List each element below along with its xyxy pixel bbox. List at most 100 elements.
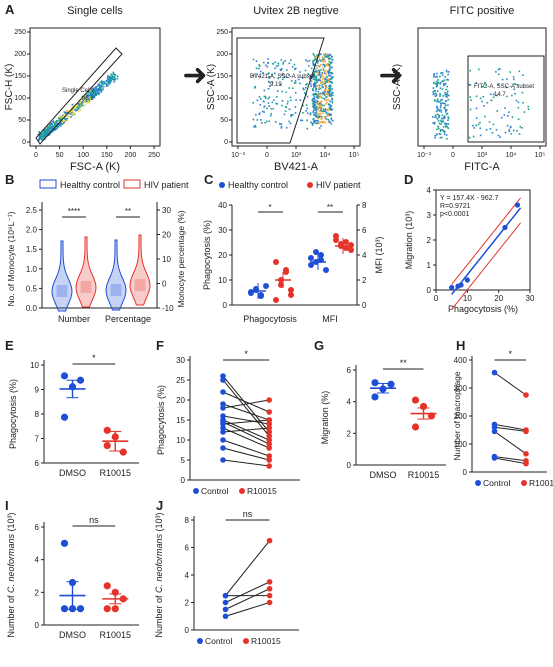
flow-event	[313, 120, 316, 122]
flow-event	[109, 76, 112, 79]
d-point	[464, 277, 470, 283]
d-ci-lower	[451, 222, 521, 310]
flow-event	[445, 110, 447, 113]
flow-event	[44, 135, 46, 138]
flow-event	[259, 98, 262, 100]
flow-event	[317, 117, 320, 120]
legend-swatch-hiv	[123, 179, 141, 189]
flow-event	[439, 133, 442, 136]
flow-event	[511, 116, 514, 118]
flow-event	[72, 113, 75, 116]
flow-event	[315, 78, 317, 80]
flow-event	[518, 70, 521, 73]
flow-event	[310, 121, 312, 124]
flow-event	[64, 120, 66, 123]
flow-gate	[236, 37, 325, 144]
flow-event	[293, 68, 296, 71]
flow-event	[267, 73, 269, 76]
flow-event	[326, 71, 329, 74]
flow-event	[316, 84, 318, 87]
flow-event	[445, 123, 447, 125]
r10015-point	[266, 441, 273, 447]
g-ytick-label: 2	[347, 429, 352, 438]
flow-event	[95, 90, 98, 92]
violin	[75, 236, 97, 308]
flow-event	[318, 84, 321, 87]
flow-event	[93, 90, 96, 93]
flow-event	[50, 123, 53, 125]
data-point	[103, 426, 111, 434]
r10015-point	[266, 457, 273, 463]
flow-event	[443, 107, 445, 109]
flow-event	[106, 76, 109, 79]
flow-event	[481, 85, 484, 88]
flow-event	[328, 91, 330, 94]
flow-event	[288, 62, 291, 65]
flow-event	[331, 94, 334, 96]
flow-event	[63, 121, 66, 124]
flow-event	[436, 90, 439, 92]
flow-event	[261, 110, 264, 113]
flow-event	[321, 104, 323, 106]
flow-event	[311, 88, 314, 90]
flow-event	[276, 90, 279, 92]
flow-event	[306, 95, 309, 98]
flow-event	[48, 130, 50, 133]
flow-event	[468, 84, 471, 86]
flow-event	[434, 90, 437, 92]
flow-event	[318, 116, 321, 119]
flow-event	[496, 94, 498, 97]
flow-event	[253, 125, 255, 128]
b-ytick-right-label: 0	[162, 280, 167, 289]
pair-line	[225, 602, 270, 617]
flow-event	[330, 62, 332, 64]
flow-event	[56, 127, 58, 130]
flow-event	[302, 111, 304, 114]
flow-event	[321, 74, 323, 77]
flow-event	[60, 118, 62, 121]
flow-event	[86, 94, 88, 97]
h-ytick-label: 0	[463, 468, 468, 477]
flow-event	[320, 59, 323, 62]
flow-event	[263, 89, 266, 92]
flow-event	[280, 69, 282, 72]
flow-event	[438, 116, 440, 119]
flow-event	[299, 71, 301, 73]
flow-event	[442, 80, 445, 83]
c-point	[263, 283, 269, 289]
flow-event	[485, 128, 488, 131]
flow-event	[483, 105, 485, 107]
flow-event	[307, 65, 310, 67]
flow-event	[289, 96, 292, 99]
flow-event	[67, 110, 70, 112]
flow-event	[472, 124, 474, 127]
flow-event	[307, 73, 309, 75]
flow-event	[98, 83, 101, 86]
flow-event	[77, 106, 79, 108]
flow-event	[266, 65, 269, 68]
flow-event	[443, 115, 446, 118]
flow-event	[94, 86, 96, 89]
d-ylabel: Migration (10³)	[404, 211, 414, 270]
flow-event	[322, 63, 324, 66]
flow-event	[433, 76, 435, 78]
flow-event	[329, 113, 331, 116]
flow-event	[331, 91, 333, 94]
d-ytick-label: 4	[427, 186, 432, 195]
flow-event	[89, 96, 91, 99]
flow-event	[267, 58, 269, 60]
flow-event	[311, 99, 314, 102]
flow-event	[320, 92, 322, 95]
flow-event	[444, 91, 446, 94]
flow-xtick-label: 10³	[291, 152, 302, 159]
flow-event	[255, 73, 257, 75]
flow-event	[328, 65, 331, 67]
d-ytick-label: 1	[427, 261, 432, 270]
flow-event	[322, 86, 324, 89]
flow-event	[277, 62, 280, 65]
flow-event	[74, 107, 77, 110]
flow-event	[260, 122, 263, 124]
flow-event	[53, 124, 56, 127]
flow-event	[80, 108, 82, 111]
flow-event	[85, 100, 88, 103]
